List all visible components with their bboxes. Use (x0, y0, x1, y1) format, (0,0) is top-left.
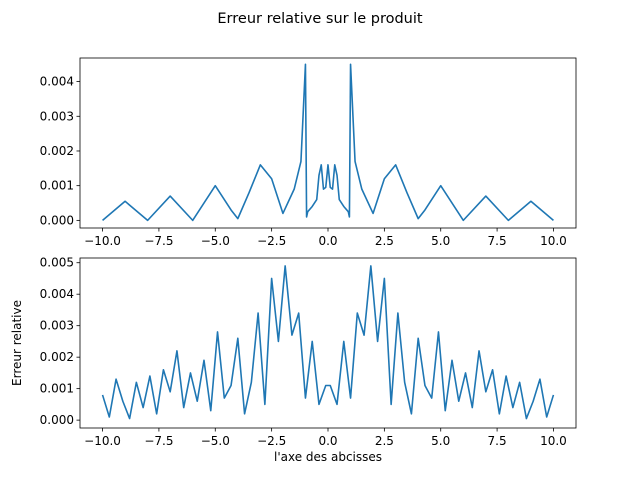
y-axis-label: Erreur relative (10, 300, 24, 386)
y-tick-label: 0.001 (40, 179, 74, 193)
plots: −10.0 −7.5 −5.0 −2.5 0.0 2.5 5.0 7.5 10.0 0.000 0.… (10, 57, 577, 464)
x-tick-label: 10.0 (540, 234, 567, 248)
x-tick-label: −5.0 (201, 434, 230, 448)
series-line-1 (101, 265, 555, 420)
x-tick-label: 2.5 (375, 434, 394, 448)
x-tick-label: 7.5 (488, 234, 507, 248)
x-tick-label: 5.0 (431, 234, 450, 248)
x-tick-label: −2.5 (257, 234, 286, 248)
y-tick-label: 0.001 (40, 382, 74, 396)
x-tick-label: 5.0 (431, 434, 450, 448)
subplot-1: −10.0 −7.5 −5.0 −2.5 0.0 2.5 5.0 7.5 10.0 0.000 0.… (40, 57, 577, 248)
x-tick-label: 7.5 (488, 434, 507, 448)
y-tick-label: 0.002 (40, 144, 74, 158)
y-tick-label: 0.002 (40, 350, 74, 364)
x-tick-label: −2.5 (257, 434, 286, 448)
x-tick-label: −10.0 (84, 434, 121, 448)
y-tick-label: 0.004 (40, 287, 74, 301)
x-tick-label: −5.0 (201, 234, 230, 248)
x-tick-label: −7.5 (144, 234, 173, 248)
y-tick-label: 0.003 (40, 109, 74, 123)
x-tick-label: 0.0 (318, 434, 337, 448)
x-axis-label: l'axe des abcisses (274, 450, 382, 464)
subplot-2: −10.0 −7.5 −5.0 −2.5 0.0 2.5 5.0 7.5 10.0 0.000 0.… (10, 256, 577, 464)
y-tick-label: 0.003 (40, 319, 74, 333)
y-tick-label: 0.000 (40, 213, 74, 227)
figure-title: Erreur relative sur le produit (217, 11, 423, 27)
x-tick-label: 0.0 (318, 234, 337, 248)
x-tick-label: −7.5 (144, 434, 173, 448)
y-tick-label: 0.004 (40, 75, 74, 89)
x-tick-label: −10.0 (84, 234, 121, 248)
x-tick-label: 10.0 (540, 434, 567, 448)
y-tick-label: 0.000 (40, 413, 74, 427)
series-line-1 (102, 63, 554, 222)
x-tick-label: 2.5 (375, 234, 394, 248)
y-tick-label: 0.005 (40, 256, 74, 270)
